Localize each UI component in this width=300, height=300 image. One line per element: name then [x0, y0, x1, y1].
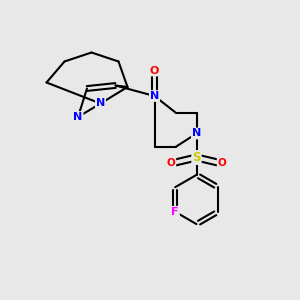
Text: S: S	[192, 151, 201, 164]
Text: F: F	[171, 207, 179, 217]
Text: O: O	[150, 65, 159, 76]
Text: N: N	[150, 91, 159, 101]
Text: N: N	[74, 112, 82, 122]
Text: N: N	[96, 98, 105, 109]
Text: N: N	[192, 128, 201, 139]
Text: O: O	[167, 158, 176, 169]
Text: O: O	[218, 158, 226, 169]
